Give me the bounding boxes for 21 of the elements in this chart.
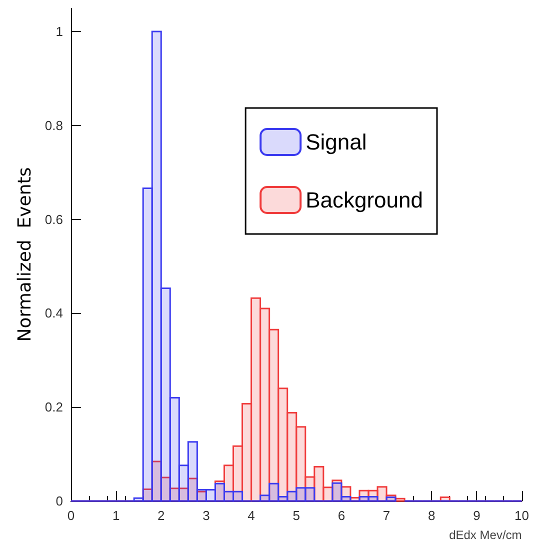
- legend-label: Signal: [306, 130, 367, 154]
- legend-label: Background: [306, 188, 424, 212]
- x-tick-label: 7: [382, 508, 390, 523]
- y-axis-title: Normalized Events: [14, 167, 36, 342]
- y-tick-label: 0.2: [44, 400, 63, 415]
- y-tick-label: 0.4: [44, 306, 63, 321]
- x-tick-label: 8: [428, 508, 436, 523]
- x-tick-label: 3: [202, 508, 210, 523]
- x-tick-label: 6: [338, 508, 346, 523]
- x-tick-label: 9: [473, 508, 480, 523]
- x-tick-label: 1: [112, 508, 120, 523]
- x-tick-label: 2: [158, 508, 165, 523]
- y-tick-label: 0.6: [44, 212, 63, 227]
- x-tick-label: 10: [514, 508, 530, 523]
- x-tick-label: 5: [292, 508, 300, 523]
- x-tick-label: 4: [248, 508, 255, 523]
- y-tick-label: 0: [56, 494, 63, 508]
- y-tick-label: 1: [56, 24, 63, 39]
- x-tick-label: 0: [67, 508, 75, 523]
- x-axis-title: dEdx Mev/cm: [449, 528, 522, 542]
- y-tick-label: 0.8: [44, 118, 63, 133]
